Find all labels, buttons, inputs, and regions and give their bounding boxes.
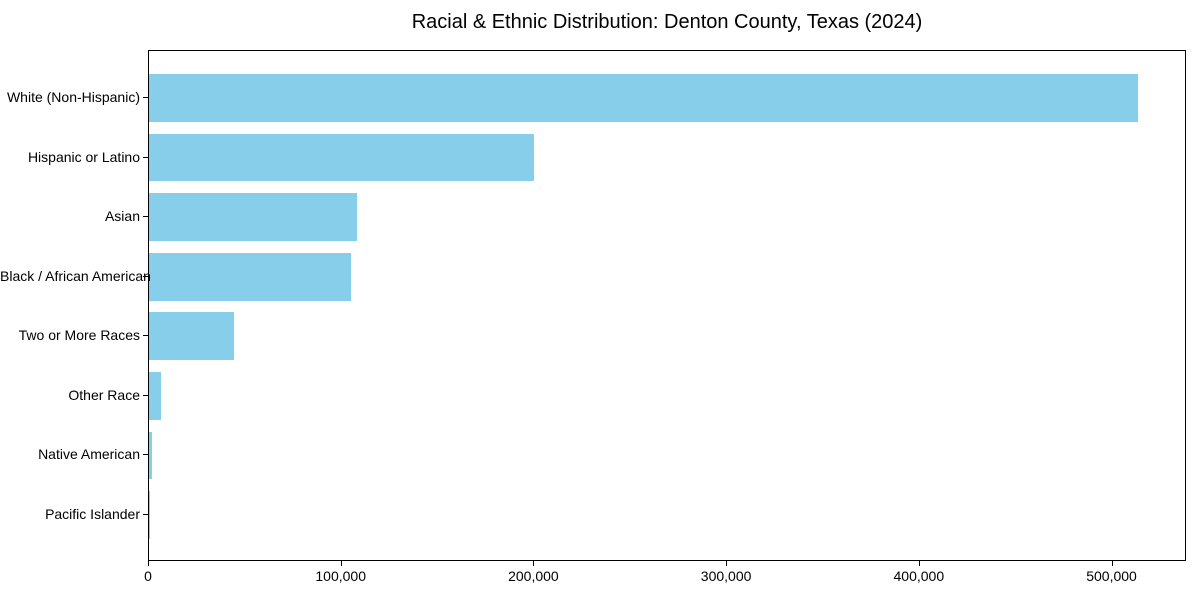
bar-asian xyxy=(149,193,358,241)
y-tick-label-asian: Asian xyxy=(104,208,140,225)
y-tick-mark xyxy=(143,454,148,456)
plot-area xyxy=(148,50,1186,561)
x-tick-mark xyxy=(533,561,535,566)
x-tick-mark xyxy=(1111,561,1113,566)
x-tick-label-300000: 300,000 xyxy=(700,568,752,584)
x-tick-label-500000: 500,000 xyxy=(1086,568,1137,584)
y-tick-label-black-african-american: Black / African American xyxy=(0,267,151,284)
x-tick-mark xyxy=(148,561,149,566)
x-tick-label-100000: 100,000 xyxy=(315,568,367,584)
x-tick-label-400000: 400,000 xyxy=(893,568,945,584)
y-tick-mark xyxy=(143,216,148,218)
bar-black-african-american xyxy=(149,252,352,301)
y-tick-mark xyxy=(143,335,148,337)
y-tick-label-native-american: Native American xyxy=(38,446,140,463)
y-tick-mark xyxy=(143,97,148,99)
bar-pacific-islander xyxy=(149,491,151,539)
bar-hispanic-or-latino xyxy=(149,133,535,182)
y-tick-label-two-or-more-races: Two or More Races xyxy=(18,327,140,344)
y-tick-label-other-race: Other Race xyxy=(68,386,140,403)
y-tick-mark xyxy=(143,513,148,515)
x-tick-mark xyxy=(340,561,342,566)
x-tick-label-0: 0 xyxy=(144,568,152,584)
bar-two-or-more-races xyxy=(149,312,235,361)
y-tick-mark xyxy=(143,156,148,158)
y-tick-mark xyxy=(143,275,148,277)
y-tick-label-white-non-hispanic: White (Non-Hispanic) xyxy=(6,89,140,106)
bar-white-non-hispanic xyxy=(149,74,1138,122)
x-tick-mark xyxy=(918,561,920,566)
bar-native-american xyxy=(149,431,153,480)
y-tick-mark xyxy=(143,394,148,396)
chart-title: Racial & Ethnic Distribution: Denton Cou… xyxy=(411,11,923,33)
y-tick-label-hispanic-or-latino: Hispanic or Latino xyxy=(27,148,140,165)
bar-other-race xyxy=(149,372,161,420)
x-tick-mark xyxy=(726,561,728,566)
y-tick-label-pacific-islander: Pacific Islander xyxy=(45,505,140,522)
x-tick-label-200000: 200,000 xyxy=(508,568,559,584)
